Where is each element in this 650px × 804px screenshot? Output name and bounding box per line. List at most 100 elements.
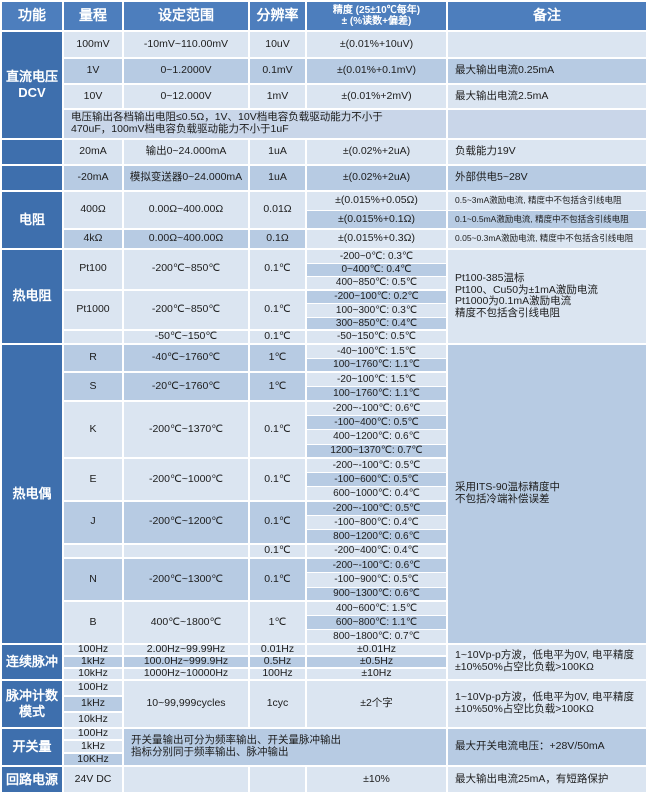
range-cell: B [64, 601, 124, 645]
range-cell: 100Hz [64, 644, 124, 657]
accuracy-cell: -200~-100℃: 0.6℃ [307, 401, 448, 416]
accuracy-cell: 600~800℃: 1.1℃ [307, 616, 448, 631]
accuracy-cell: -200~0℃: 0.3℃ [307, 250, 448, 264]
resolution-cell: 0.1℃ [250, 331, 307, 345]
range-cell: Pt1000 [64, 290, 124, 331]
accuracy-cell: -50~150℃: 0.5℃ [307, 331, 448, 345]
accuracy-cell: 600~1000℃: 0.4℃ [307, 487, 448, 502]
function-cell: 开关量 [2, 728, 64, 767]
resolution-cell: 0.1℃ [250, 458, 307, 502]
accuracy-cell: ±2个字 [307, 680, 448, 729]
section-note-cell: 1~10Vp-p方波，低电平为0V, 电平精度±10%50%占空比负载>100K… [448, 644, 648, 681]
resolution-cell: 1uA [250, 166, 307, 192]
accuracy-cell: -200~-100℃: 0.6℃ [307, 558, 448, 574]
resolution-cell: 1uA [250, 140, 307, 166]
setting-cell: 10~99,999cycles [124, 680, 250, 729]
section-note-cell: Pt100-385温标 Pt100、Cu50为±1mA激励电流 Pt1000为0… [448, 250, 648, 345]
function-cell [2, 166, 64, 192]
setting-cell: -200℃~850℃ [124, 250, 250, 291]
range-cell: K [64, 401, 124, 459]
setting-cell: -40℃~1760℃ [124, 344, 250, 374]
range-cell: 20mA [64, 140, 124, 166]
accuracy-cell: ±(0.015%+0.05Ω) [307, 192, 448, 211]
setting-cell: 0~1.2000V [124, 59, 250, 85]
resolution-cell: 1℃ [250, 344, 307, 374]
function-cell: 脉冲计数 模式 [2, 680, 64, 729]
range-cell [64, 544, 124, 559]
accuracy-cell: ±(0.01%+2mV) [307, 85, 448, 110]
accuracy-cell: 300~850℃: 0.4℃ [307, 317, 448, 331]
setting-cell: 0.00Ω~400.00Ω [124, 230, 250, 250]
range-cell: N [64, 558, 124, 602]
range-cell: 1kHz [64, 656, 124, 669]
range-cell: 400Ω [64, 192, 124, 230]
resolution-cell: 0.1Ω [250, 230, 307, 250]
function-cell: 电阻 [2, 192, 64, 250]
setting-cell: 0~12.000V [124, 85, 250, 110]
column-header-4: 精度 (25±10℃每年) ± (%读数+偏差) [307, 2, 448, 32]
resolution-cell: 1℃ [250, 601, 307, 645]
resolution-cell: 100Hz [250, 668, 307, 681]
accuracy-cell: 400~850℃: 0.5℃ [307, 277, 448, 291]
merged-note-cell: 电压输出各档输出电阻≤0.5Ω，1V、10V档电容负载驱动能力不小于 470uF… [64, 110, 448, 140]
function-cell: 热电阻 [2, 250, 64, 345]
setting-cell: 0.00Ω~400.00Ω [124, 192, 250, 230]
accuracy-cell: -200~400℃: 0.4℃ [307, 544, 448, 559]
setting-cell: -10mV~110.00mV [124, 32, 250, 59]
accuracy-cell: ±(0.02%+2uA) [307, 140, 448, 166]
accuracy-cell: -100~400℃: 0.5℃ [307, 415, 448, 431]
accuracy-cell: ±10% [307, 766, 448, 794]
accuracy-cell: -40~100℃: 1.5℃ [307, 344, 448, 359]
accuracy-cell: ±10Hz [307, 668, 448, 681]
section-note-cell: 1~10Vp-p方波，低电平为0V, 电平精度±10%50%占空比负载>100K… [448, 680, 648, 729]
column-header-5: 备注 [448, 2, 648, 32]
resolution-cell: 1℃ [250, 373, 307, 402]
range-cell [64, 331, 124, 345]
note-cell [448, 110, 648, 140]
resolution-cell: 1mV [250, 85, 307, 110]
range-cell: 100Hz [64, 680, 124, 697]
range-cell: 24V DC [64, 766, 124, 794]
accuracy-cell: ±(0.01%+10uV) [307, 32, 448, 59]
accuracy-cell: ±(0.015%+0.1Ω) [307, 211, 448, 230]
setting-cell: 100.0Hz~999.9Hz [124, 656, 250, 669]
range-cell: 1kHz [64, 696, 124, 713]
accuracy-cell: 400~600℃: 1.5℃ [307, 601, 448, 617]
accuracy-cell: -200~-100℃: 0.5℃ [307, 501, 448, 517]
accuracy-cell: ±0.01Hz [307, 644, 448, 657]
accuracy-cell: ±(0.01%+0.1mV) [307, 59, 448, 85]
range-cell: 10V [64, 85, 124, 110]
column-header-1: 量程 [64, 2, 124, 32]
range-cell: 4kΩ [64, 230, 124, 250]
note-cell: 最大输出电流2.5mA [448, 85, 648, 110]
resolution-cell: 0.1℃ [250, 290, 307, 331]
range-cell: 10kHz [64, 712, 124, 729]
accuracy-cell: -100~800℃: 0.4℃ [307, 516, 448, 531]
resolution-cell: 0.01Ω [250, 192, 307, 230]
accuracy-cell: -100~900℃: 0.5℃ [307, 573, 448, 588]
function-cell: 回路电源 [2, 766, 64, 794]
column-header-3: 分辨率 [250, 2, 307, 32]
accuracy-cell: -20~100℃: 1.5℃ [307, 373, 448, 388]
setting-cell: -50℃~150℃ [124, 331, 250, 345]
note-cell: 最大输出电流25mA，有短路保护 [448, 766, 648, 794]
accuracy-cell: 800~1800℃: 0.7℃ [307, 630, 448, 645]
setting-cell: 1000Hz~10000Hz [124, 668, 250, 681]
accuracy-cell: -200~-100℃: 0.5℃ [307, 458, 448, 474]
setting-cell [124, 766, 250, 794]
resolution-cell: 0.1℃ [250, 544, 307, 559]
accuracy-cell: 100~300℃: 0.3℃ [307, 304, 448, 318]
range-cell: 100Hz [64, 728, 124, 742]
note-cell: 外部供电5~28V [448, 166, 648, 192]
accuracy-cell: 900~1300℃: 0.6℃ [307, 587, 448, 602]
column-header-0: 功能 [2, 2, 64, 32]
accuracy-cell: 400~1200℃: 0.6℃ [307, 430, 448, 445]
section-note-cell: 采用ITS-90温标精度中 不包括冷端补偿误差 [448, 344, 648, 645]
range-cell: -20mA [64, 166, 124, 192]
setting-cell: 输出0~24.000mA [124, 140, 250, 166]
accuracy-cell: 800~1200℃: 0.6℃ [307, 530, 448, 545]
note-cell: 0.5~3mA激励电流, 精度中不包括含引线电阻 [448, 192, 648, 211]
setting-cell: -200℃~1200℃ [124, 501, 250, 545]
merged-text-cell: 开关量输出可分为频率输出、开关量脉冲输出 指标分别同于频率输出、脉冲输出 [124, 728, 448, 767]
resolution-cell: 10uV [250, 32, 307, 59]
